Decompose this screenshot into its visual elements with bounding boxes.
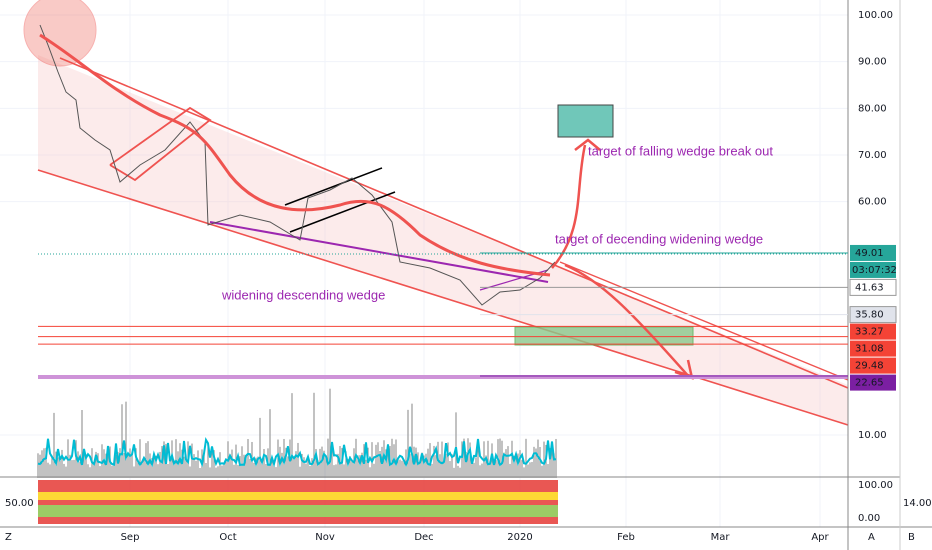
x-tick-label: Nov <box>315 532 335 543</box>
channel-mid <box>559 261 849 381</box>
volume <box>37 388 557 478</box>
indicator-label: 14.00 <box>903 498 932 509</box>
indicator-label: 50.00 <box>5 498 34 509</box>
x-tick-label: Mar <box>711 532 731 543</box>
x-tick-label: Oct <box>219 532 236 543</box>
price-tag <box>850 357 896 374</box>
price-tag-label: 22.65 <box>855 378 884 389</box>
annotation: target of decending widening wedge <box>555 231 763 246</box>
price-tag-label: 35.80 <box>855 310 884 321</box>
x-tick-label: Dec <box>414 532 433 543</box>
x-tick-label: 2020 <box>507 532 532 543</box>
x-tick-label: Apr <box>811 532 829 543</box>
countdown: 03:07:32 <box>852 265 897 276</box>
price-line <box>39 24 556 306</box>
corner-label: A <box>868 532 875 543</box>
corner-label: Z <box>5 532 12 543</box>
grid <box>0 0 848 527</box>
price-tag-label: 31.08 <box>855 344 884 355</box>
annotation: widening descending wedge <box>221 287 385 302</box>
y-tick-label: 90.00 <box>858 57 887 68</box>
price-tag-label: 49.01 <box>855 248 884 259</box>
price-tag <box>850 323 896 340</box>
indicator-band <box>38 505 558 517</box>
y-tick-label: 100.00 <box>858 10 893 21</box>
target-box <box>514 326 694 346</box>
price-tag-label: 33.27 <box>855 327 884 338</box>
wedge-line <box>284 167 383 206</box>
moving-average <box>39 33 551 277</box>
arrow <box>551 138 601 269</box>
price-tag-label: 29.48 <box>855 361 884 372</box>
y-tick-label: 60.00 <box>858 197 887 208</box>
price-tag <box>849 278 897 296</box>
price-tag <box>849 306 897 324</box>
volume-ma <box>37 437 557 468</box>
wedge-purple <box>209 221 549 283</box>
flag <box>109 106 212 182</box>
channel-lower <box>37 169 849 426</box>
target-box <box>557 104 614 138</box>
price-tag <box>850 244 896 261</box>
price-tag <box>850 340 896 357</box>
price-tag-label: 41.63 <box>855 282 884 293</box>
y-tick-label: 10.00 <box>858 430 887 441</box>
countdown-tag <box>850 261 896 278</box>
highlight-circle <box>23 0 97 67</box>
wedge-line <box>289 191 396 233</box>
x-tick-label: Sep <box>121 532 140 543</box>
annotation: target of falling wedge break out <box>588 143 773 158</box>
indicator-label: 0.00 <box>858 513 880 524</box>
x-tick-label: Feb <box>617 532 635 543</box>
y-tick-label: 70.00 <box>858 150 887 161</box>
indicator-band <box>38 480 558 524</box>
y-tick-label: 80.00 <box>858 103 887 114</box>
indicator-label: 100.00 <box>858 480 893 491</box>
price-tag <box>850 374 896 391</box>
indicator-band <box>38 492 558 500</box>
channel-upper <box>59 57 849 389</box>
corner-label: B <box>908 532 915 543</box>
